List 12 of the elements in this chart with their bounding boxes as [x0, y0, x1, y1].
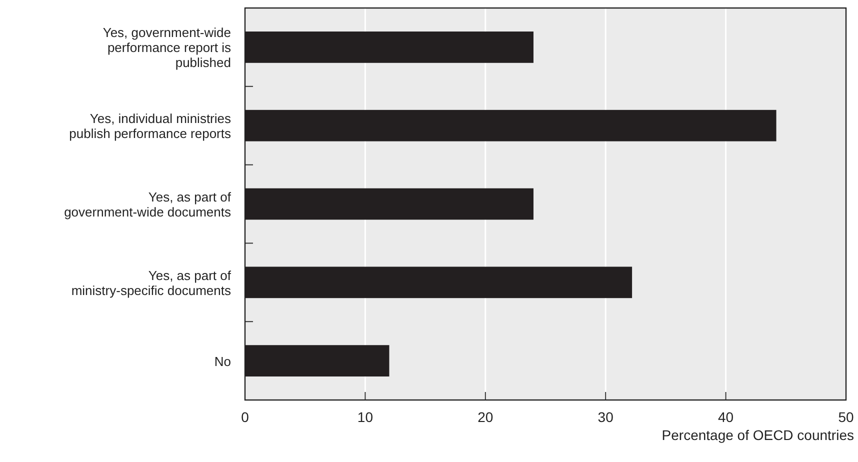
- x-tick-label: 20: [478, 409, 494, 425]
- y-tick-label: Yes, as part of government-wide documents: [64, 190, 232, 220]
- x-tick-label: 40: [718, 409, 734, 425]
- x-tick-label: 50: [838, 409, 854, 425]
- y-tick-label: Yes, government-wide performance report is published: [102, 25, 232, 70]
- y-tick-label: Yes, individual ministries publish performance reports: [69, 111, 232, 142]
- x-tick-label: 10: [357, 409, 374, 425]
- x-tick-label: 0: [241, 409, 250, 425]
- x-axis-title: Percentage of OECD countries: [662, 427, 854, 443]
- x-tick-label: 30: [598, 409, 614, 425]
- y-tick-label: Yes, as part of ministry-specific documents: [71, 268, 232, 298]
- y-tick-label: No: [214, 354, 231, 369]
